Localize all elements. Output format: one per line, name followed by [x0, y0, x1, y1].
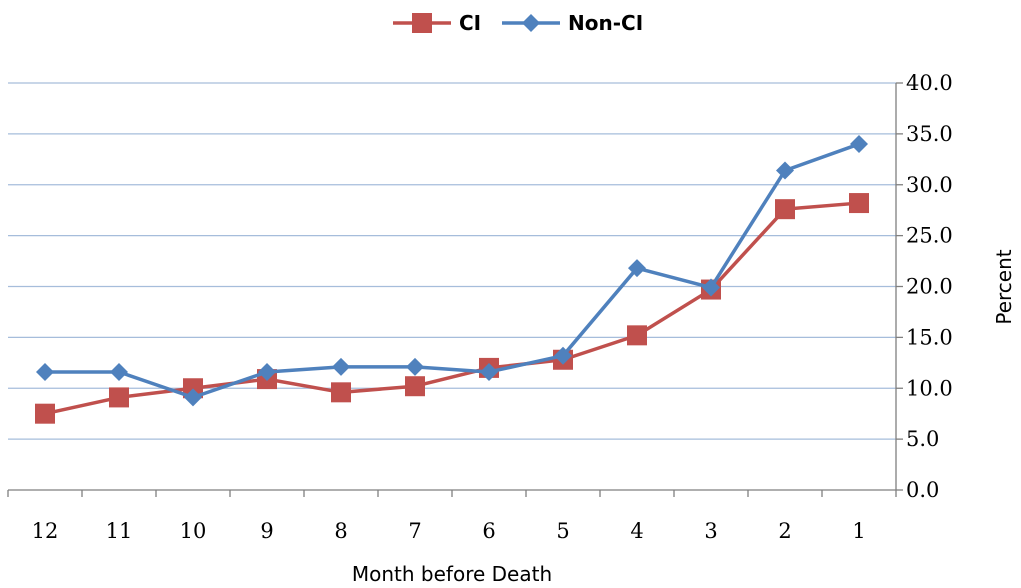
y-tick-label: 35.0 [906, 122, 953, 146]
diamond-marker [110, 362, 128, 381]
diamond-marker [258, 362, 276, 381]
diamond-marker [332, 357, 350, 376]
legend-item: Non-CI [502, 11, 643, 35]
square-marker [183, 378, 203, 399]
series-lines [35, 135, 869, 424]
legend-label: CI [459, 11, 481, 35]
legend-square-marker [412, 13, 432, 33]
x-tick-label: 7 [408, 519, 421, 543]
diamond-marker [702, 278, 720, 297]
diamond-marker [184, 388, 202, 407]
square-marker [331, 382, 351, 403]
diamond-marker [628, 259, 646, 278]
axes: 0.05.010.015.020.025.030.035.040.012 11 10… [7, 71, 953, 543]
series-ci [35, 193, 869, 424]
x-tick-label: 5 [556, 519, 569, 543]
square-marker [849, 193, 869, 214]
series-line [45, 142, 860, 400]
x-tick-label: 12 [32, 519, 59, 543]
square-marker [775, 199, 795, 220]
square-marker [109, 387, 129, 408]
x-tick-label: 6 [482, 519, 495, 543]
x-tick-label: 9 [260, 519, 273, 543]
x-tick-label: 10 [180, 519, 207, 543]
y-tick-label: 0.0 [906, 478, 939, 502]
diamond-marker [850, 135, 868, 154]
legend-label: Non-CI [568, 11, 643, 35]
x-tick-label: 8 [334, 519, 347, 543]
square-marker [627, 325, 647, 346]
series-non-ci [36, 135, 868, 407]
square-marker [35, 403, 55, 424]
gridlines [8, 82, 896, 440]
y-tick-label: 15.0 [906, 325, 953, 349]
diamond-marker [554, 346, 572, 365]
x-tick-label: 3 [704, 519, 717, 543]
diamond-marker [406, 357, 424, 376]
diamond-marker [480, 362, 498, 381]
y-tick-label: 5.0 [906, 427, 939, 451]
y-tick-label: 25.0 [906, 224, 953, 248]
y-tick-label: 10.0 [906, 376, 953, 400]
x-tick-label: 11 [106, 519, 133, 543]
diamond-marker [36, 362, 54, 381]
chart-legend: CI Non-CI [393, 11, 643, 35]
x-axis-title: Month before Death [352, 562, 552, 586]
square-marker [405, 376, 425, 397]
x-tick-label: 4 [630, 519, 643, 543]
y-tick-label: 30.0 [906, 173, 953, 197]
y-tick-label: 20.0 [906, 275, 953, 299]
legend-item: CI [393, 11, 481, 35]
series-line [44, 201, 860, 416]
y-tick-label: 40.0 [906, 71, 953, 95]
y-axis-title: Percent [992, 249, 1016, 324]
legend-diamond-marker [522, 14, 540, 32]
x-tick-label: 1 [852, 519, 865, 543]
diamond-marker [776, 161, 794, 180]
x-tick-label: 2 [778, 519, 791, 543]
